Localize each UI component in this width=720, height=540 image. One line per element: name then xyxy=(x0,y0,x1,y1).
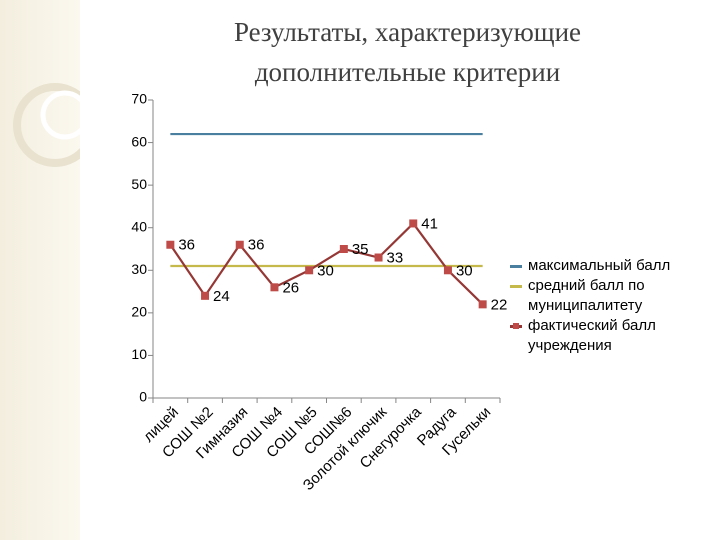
y-tick-label: 60 xyxy=(131,133,147,149)
decor-strip xyxy=(0,0,80,540)
legend-label: максимальный балл xyxy=(528,257,671,274)
data-label: 30 xyxy=(456,262,473,279)
y-tick-label: 70 xyxy=(131,91,147,107)
marker xyxy=(305,266,314,275)
data-label: 30 xyxy=(317,262,334,279)
legend-label: средний балл по муниципалитету xyxy=(528,277,645,314)
y-tick-label: 50 xyxy=(131,176,147,192)
chart-title: Результаты, характеризующие дополнительн… xyxy=(233,17,582,87)
y-tick-label: 10 xyxy=(131,346,147,362)
legend-item: средний балл по муниципалитету xyxy=(508,276,698,316)
legend: максимальный балл средний балл по муницип… xyxy=(508,256,698,356)
marker xyxy=(374,253,383,262)
marker xyxy=(409,219,418,228)
y-tick-label: 40 xyxy=(131,218,147,234)
marker xyxy=(478,300,487,309)
data-label: 36 xyxy=(178,237,195,254)
legend-item: максимальный балл xyxy=(508,256,698,276)
legend-marker xyxy=(513,323,519,329)
series-line xyxy=(169,221,484,306)
y-tick-label: 0 xyxy=(139,389,147,405)
marker xyxy=(166,240,175,249)
data-label: 26 xyxy=(282,279,299,296)
legend-swatch xyxy=(510,285,522,288)
marker xyxy=(201,291,210,300)
marker xyxy=(235,240,244,249)
legend-swatch xyxy=(510,265,522,268)
data-label: 33 xyxy=(387,249,404,266)
data-label: 24 xyxy=(213,288,230,305)
data-label: 22 xyxy=(491,296,508,313)
data-label: 35 xyxy=(352,241,369,258)
y-tick-label: 30 xyxy=(131,261,147,277)
marker xyxy=(339,245,348,253)
y-tick-label: 20 xyxy=(131,304,147,320)
data-label: 36 xyxy=(248,237,265,254)
legend-label: фактический балл учреждения xyxy=(528,317,656,354)
data-label: 41 xyxy=(421,215,438,232)
decor xyxy=(13,83,80,167)
legend-item: фактический балл учреждения xyxy=(508,316,698,356)
marker xyxy=(443,266,452,275)
marker xyxy=(270,283,279,292)
